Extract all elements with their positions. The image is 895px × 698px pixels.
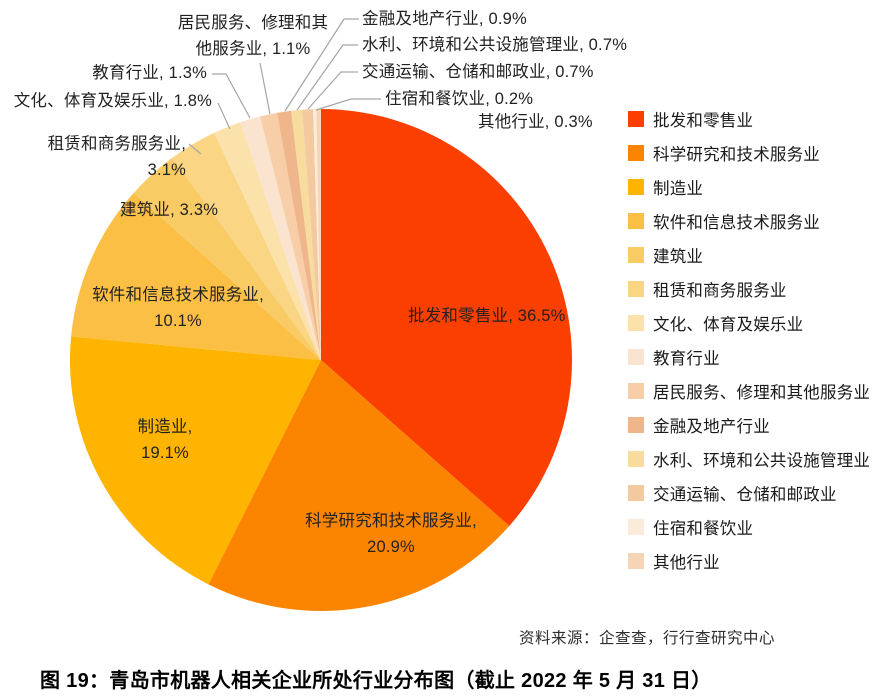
legend-swatch-icon	[628, 213, 644, 229]
legend-item-wholesale-retail: 批发和零售业	[628, 110, 870, 130]
legend-swatch-icon	[628, 383, 644, 399]
callout-line-slice-6	[217, 102, 231, 130]
pie-slice-11	[302, 109, 321, 361]
pie-slice-9	[277, 110, 321, 360]
legend-label: 批发和零售业	[653, 112, 754, 130]
callout-line-slice-7	[212, 73, 251, 119]
pie-slice-12	[313, 109, 321, 360]
legend-label: 交通运输、仓储和邮政业	[653, 486, 837, 504]
legend-swatch-icon	[628, 519, 644, 535]
slice-label-water-utilities: 水利、环境和公共设施管理业, 0.7%	[362, 36, 628, 54]
legend-swatch-icon	[628, 553, 644, 569]
slice-label-other-industries: 其他行业, 0.3%	[478, 113, 593, 131]
legend-label: 科学研究和技术服务业	[653, 146, 820, 164]
pie-slice-2	[69, 336, 322, 585]
pie-slice-1	[208, 360, 510, 611]
legend-item-culture-sports: 文化、体育及娱乐业	[628, 314, 870, 334]
legend-item-construction: 建筑业	[628, 246, 870, 266]
legend-label: 制造业	[653, 180, 704, 198]
slice-label-wholesale-retail: 批发和零售业, 36.5%	[408, 307, 566, 325]
legend-item-residents-services: 居民服务、修理和其他服务业	[628, 382, 871, 402]
legend-item-leasing-business: 租赁和商务服务业	[628, 280, 870, 300]
legend-label: 其他行业	[653, 554, 720, 572]
callout-line-slice-11	[307, 71, 358, 110]
pie-slice-3	[71, 192, 321, 360]
legend-label: 居民服务、修理和其他服务业	[653, 384, 871, 402]
legend-swatch-icon	[628, 451, 644, 467]
legend-item-education: 教育行业	[628, 348, 870, 368]
pie-slice-7	[240, 116, 321, 360]
callout-line-slice-12	[315, 98, 381, 111]
legend-swatch-icon	[628, 485, 644, 501]
legend-label: 软件和信息技术服务业	[653, 214, 820, 232]
legend-swatch-icon	[628, 179, 644, 195]
legend-item-accommodation-catering: 住宿和餐饮业	[628, 518, 870, 538]
callout-line-slice-8	[259, 62, 271, 115]
legend-swatch-icon	[628, 111, 644, 127]
pie-slice-8	[260, 112, 321, 361]
legend-label: 水利、环境和公共设施管理业	[653, 452, 871, 470]
slice-label-manufacturing: 制造业, 19.1%	[137, 418, 193, 462]
slice-label-finance-realestate: 金融及地产行业, 0.9%	[362, 10, 527, 28]
pie-slice-5	[172, 132, 321, 360]
legend-label: 住宿和餐饮业	[653, 520, 754, 538]
legend-label: 金融及地产行业	[653, 418, 770, 436]
pie-slice-4	[133, 157, 321, 360]
legend-swatch-icon	[628, 145, 644, 161]
legend-item-other-industries: 其他行业	[628, 552, 870, 572]
slice-label-accommodation-catering: 住宿和餐饮业, 0.2%	[385, 90, 534, 108]
legend-item-manufacturing: 制造业	[628, 178, 870, 198]
legend-item-water-utilities: 水利、环境和公共设施管理业	[628, 450, 871, 470]
figure-caption: 图 19：青岛市机器人相关企业所处行业分布图（截止 2022 年 5 月 31 …	[40, 670, 712, 692]
legend-swatch-icon	[628, 349, 644, 365]
chart-legend: 批发和零售业 科学研究和技术服务业 制造业 软件和信息技术服务业 建筑业 租赁和…	[628, 110, 870, 586]
legend-item-scientific-research: 科学研究和技术服务业	[628, 144, 870, 164]
legend-swatch-icon	[628, 281, 644, 297]
pie-slice-0	[321, 109, 573, 526]
callout-line-slice-10	[296, 44, 358, 111]
legend-label: 租赁和商务服务业	[653, 282, 787, 300]
legend-label: 文化、体育及娱乐业	[653, 316, 804, 334]
pie-slice-10	[291, 109, 321, 361]
slice-label-residents-services: 居民服务、修理和其 他服务业, 1.1%	[177, 14, 329, 58]
slice-label-construction: 建筑业, 3.3%	[120, 201, 219, 219]
legend-item-transport-postal: 交通运输、仓储和邮政业	[628, 484, 870, 504]
legend-swatch-icon	[628, 247, 644, 263]
slice-label-culture-sports: 文化、体育及娱乐业, 1.8%	[13, 92, 212, 110]
slice-label-education: 教育行业, 1.3%	[92, 64, 207, 82]
legend-label: 教育行业	[653, 350, 720, 368]
slice-label-transport-postal: 交通运输、仓储和邮政业, 0.7%	[362, 63, 594, 81]
legend-item-software-it: 软件和信息技术服务业	[628, 212, 870, 232]
legend-item-finance-realestate: 金融及地产行业	[628, 416, 870, 436]
pie-slice-13	[316, 108, 321, 360]
slice-label-software-it: 软件和信息技术服务业, 10.1%	[92, 286, 264, 330]
callout-line-slice-9	[284, 18, 359, 112]
callout-line-slice-5	[188, 143, 202, 155]
legend-swatch-icon	[628, 417, 644, 433]
slice-label-scientific-research: 科学研究和技术服务业, 20.9%	[305, 512, 477, 556]
pie-slice-6	[214, 122, 321, 360]
legend-swatch-icon	[628, 315, 644, 331]
data-source-note: 资料来源：企查查，行行查研究中心	[519, 630, 776, 647]
slice-label-leasing-business: 租赁和商务服务业, 3.1%	[47, 135, 186, 179]
legend-label: 建筑业	[653, 248, 704, 266]
